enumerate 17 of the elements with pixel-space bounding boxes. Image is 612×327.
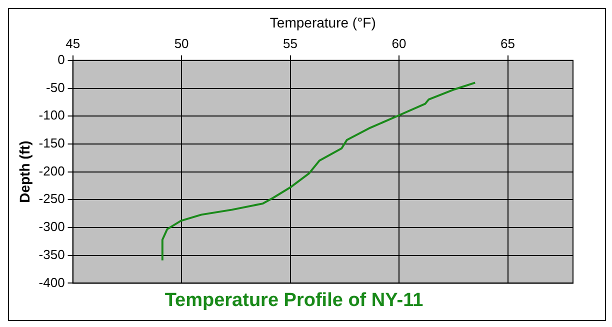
- text: Temperature Profile of NY-11: [164, 290, 424, 311]
- x-tick-label: 60: [392, 36, 406, 52]
- x-axis-title: Temperature (°F): [270, 14, 376, 30]
- y-tick-label: -50: [46, 80, 65, 95]
- y-tick-label: 0: [58, 52, 65, 67]
- y-tick-label: -250: [38, 191, 65, 206]
- x-tick-label: 45: [66, 36, 80, 52]
- y-tick-label: -400: [38, 274, 65, 290]
- x-tick-label: 55: [283, 36, 298, 52]
- y-tick-label: -200: [38, 163, 65, 178]
- y-tick-label: -100: [38, 108, 65, 123]
- x-tick-label: 65: [500, 36, 515, 52]
- y-axis-title: Depth (ft): [16, 140, 32, 203]
- y-tick-label: -150: [38, 136, 65, 151]
- x-tick-label: 50: [174, 36, 189, 52]
- y-tick-label: -300: [38, 219, 65, 234]
- y-tick-label: -350: [38, 246, 65, 262]
